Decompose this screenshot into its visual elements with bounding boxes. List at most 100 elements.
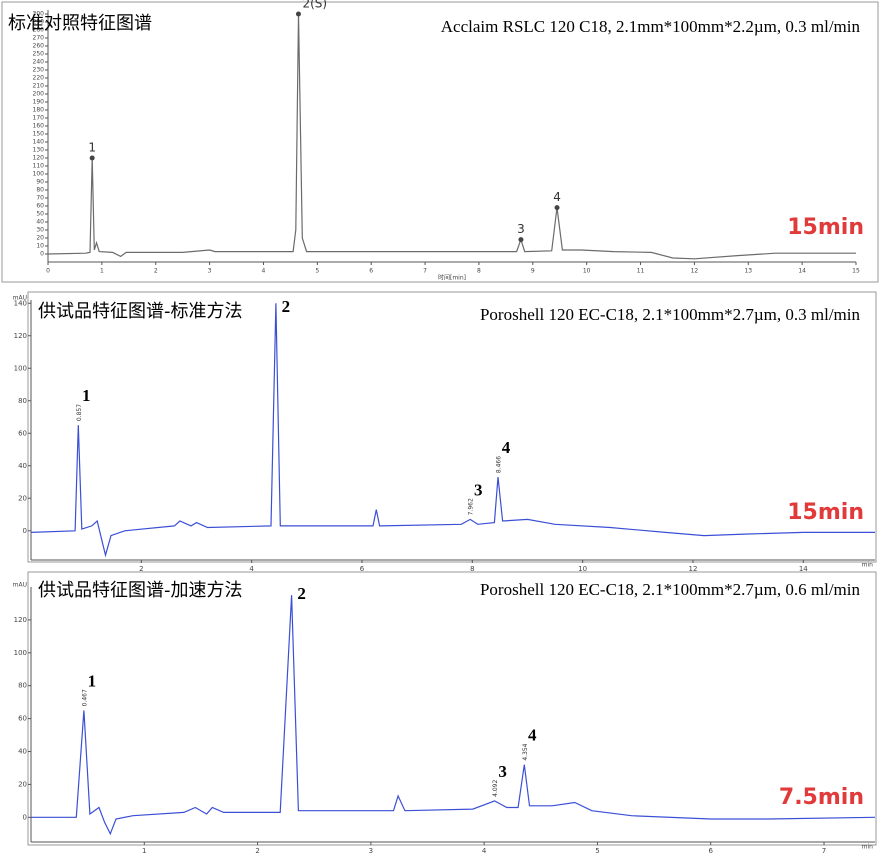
y-tick-label: 290: [33, 19, 45, 26]
x-tick-label: 4: [482, 847, 487, 855]
y-tick-label: 0: [23, 813, 27, 821]
x-tick-label: 5: [315, 268, 319, 275]
y-tick-label: 90: [36, 179, 44, 186]
y-tick-label: 200: [33, 91, 45, 98]
peak-label: 4: [528, 726, 537, 745]
trace: [31, 595, 876, 836]
y-tick-label: 20: [18, 780, 27, 788]
x-tick-label: 4: [249, 565, 254, 573]
panel-subtitle: Poroshell 120 EC-C18, 2.1*100mm*2.7µm, 0…: [480, 580, 861, 599]
y-tick-label: 100: [33, 171, 45, 178]
y-tick-label: 60: [36, 203, 44, 210]
y-tick-label: 130: [33, 147, 45, 154]
y-tick-label: 60: [18, 429, 27, 437]
y-tick-label: 0: [40, 251, 44, 258]
retention-time: 4.092: [492, 780, 499, 797]
x-tick-label: 13: [744, 268, 752, 275]
y-tick-label: 250: [33, 51, 45, 58]
peak-label: 4: [502, 438, 511, 457]
retention-time: 8.466: [496, 456, 503, 473]
panel-frame: [27, 291, 877, 563]
y-tick-label: 280: [33, 27, 45, 34]
x-tick-label: 11: [637, 268, 645, 275]
x-tick-label: 3: [369, 847, 373, 855]
y-tick-label: 270: [33, 35, 45, 42]
peak-label: 1: [82, 386, 91, 405]
y-tick-label: 60: [18, 715, 27, 723]
peak-label: 3: [498, 762, 507, 781]
y-tick-label: 120: [33, 155, 45, 162]
y-tick-label: 150: [33, 131, 45, 138]
y-tick-label: 240: [33, 59, 45, 66]
y-tick-label: 40: [18, 462, 27, 470]
y-tick-label: 140: [33, 139, 45, 146]
x-tick-label: 3: [208, 268, 212, 275]
peak-label: 2(S): [302, 0, 327, 11]
trace: [47, 13, 856, 260]
x-tick-label: 2: [139, 565, 143, 573]
duration-annotation: 15min: [787, 500, 864, 525]
duration-annotation: 15min: [787, 215, 864, 240]
x-tick-label: 8: [477, 268, 481, 275]
y-tick-label: 110: [33, 163, 45, 170]
peak-label: 2: [282, 297, 291, 316]
panel-subtitle: Acclaim RSLC 120 C18, 2.1mm*100mm*2.2µm,…: [441, 17, 861, 36]
y-axis-label: mAU: [13, 295, 27, 302]
x-axis-label: 时间[min]: [438, 274, 466, 282]
x-tick-label: 6: [369, 268, 373, 275]
peak-marker: [518, 237, 524, 243]
x-tick-label: 1: [100, 268, 104, 275]
panel-title: 供试品特征图谱-加速方法: [38, 580, 243, 601]
y-tick-label: 300: [33, 11, 45, 18]
y-tick-label: 80: [36, 187, 44, 194]
y-tick-label: 180: [33, 107, 45, 114]
x-tick-label: 12: [691, 268, 699, 275]
y-tick-label: 140: [14, 299, 27, 307]
peak-label: 1: [88, 671, 97, 690]
y-tick-label: 20: [36, 235, 44, 242]
x-tick-label: 9: [531, 268, 535, 275]
x-tick-label: 2: [154, 268, 158, 275]
x-tick-label: 14: [799, 565, 808, 573]
x-axis-label: min: [862, 844, 874, 851]
y-tick-label: 160: [33, 123, 45, 130]
panel-frame: [27, 571, 877, 846]
x-tick-label: 0: [46, 268, 50, 275]
x-tick-label: 10: [583, 268, 591, 275]
x-tick-label: 7: [423, 268, 427, 275]
retention-time: 0.857: [76, 404, 83, 421]
x-tick-label: 10: [578, 565, 587, 573]
y-tick-label: 40: [36, 219, 44, 226]
x-tick-label: 8: [470, 565, 474, 573]
panel-title: 标准对照特征图谱: [8, 13, 152, 34]
x-tick-label: 1: [142, 847, 146, 855]
y-tick-label: 260: [33, 43, 45, 50]
peak-marker: [89, 155, 95, 161]
y-tick-label: 30: [36, 227, 44, 234]
peak-label: 3: [517, 222, 525, 236]
y-tick-label: 100: [14, 649, 27, 657]
panel-subtitle: Poroshell 120 EC-C18, 2.1*100mm*2.7µm, 0…: [480, 305, 861, 324]
y-tick-label: 10: [36, 243, 44, 250]
y-tick-label: 100: [14, 364, 27, 372]
y-tick-label: 50: [36, 211, 44, 218]
x-tick-label: 6: [708, 847, 713, 855]
peak-label: 2: [297, 584, 306, 603]
x-tick-label: 2: [255, 847, 259, 855]
retention-time: 4.354: [522, 743, 529, 760]
y-tick-label: 120: [14, 332, 27, 340]
y-tick-label: 220: [33, 75, 45, 82]
y-tick-label: 190: [33, 99, 45, 106]
peak-label: 1: [88, 141, 96, 155]
y-tick-label: 170: [33, 115, 45, 122]
x-tick-label: 4: [262, 268, 266, 275]
y-tick-label: 80: [18, 397, 27, 405]
y-tick-label: 20: [18, 494, 27, 502]
x-tick-label: 12: [688, 565, 697, 573]
x-tick-label: 15: [852, 268, 860, 275]
y-tick-label: 120: [14, 616, 27, 624]
x-tick-label: 7: [822, 847, 826, 855]
y-tick-label: 80: [18, 682, 27, 690]
trace: [30, 303, 875, 558]
